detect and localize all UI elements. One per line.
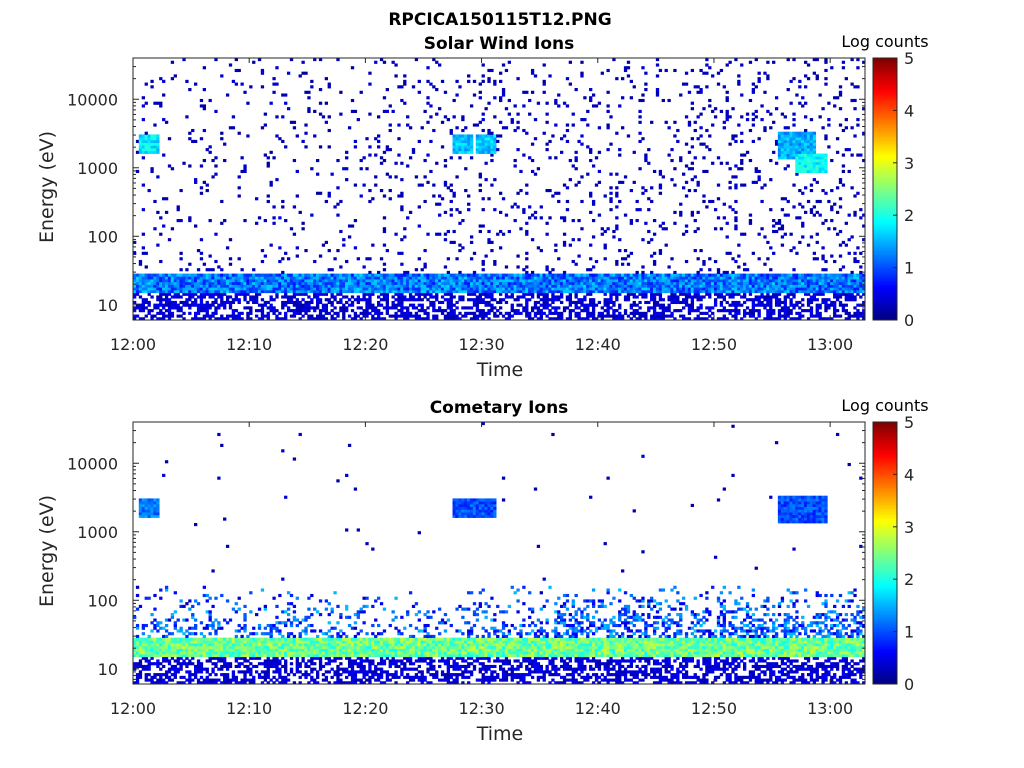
x-tick-label: 12:50 xyxy=(691,335,737,354)
colorbar-tick-label: 0 xyxy=(904,675,914,694)
x-tick-label: 12:30 xyxy=(459,335,505,354)
x-tick-label: 12:20 xyxy=(342,335,388,354)
panel-title: Cometary Ions xyxy=(430,398,569,418)
x-tick-label: 12:20 xyxy=(342,699,388,718)
x-tick-label: 12:40 xyxy=(575,335,621,354)
colorbar-tick-label: 3 xyxy=(904,154,914,173)
x-tick-label: 12:00 xyxy=(110,335,156,354)
y-tick-label: 1000 xyxy=(77,523,118,542)
y-tick-label: 1000 xyxy=(77,159,118,178)
colorbar-label: Log counts xyxy=(841,396,928,415)
x-tick-label: 12:30 xyxy=(459,699,505,718)
axes-frame xyxy=(132,421,866,685)
colorbar-frame xyxy=(872,57,898,321)
x-tick-label: 12:50 xyxy=(691,699,737,718)
y-tick-label: 100 xyxy=(87,227,118,246)
colorbar-tick-label: 4 xyxy=(904,465,914,484)
axes-frame xyxy=(132,57,866,321)
colorbar-tick-label: 1 xyxy=(904,623,914,642)
y-tick-label: 10 xyxy=(98,660,118,679)
colorbar-tick-label: 0 xyxy=(904,311,914,330)
x-axis-label: Time xyxy=(476,723,524,745)
colorbar-tick-label: 2 xyxy=(904,206,914,225)
y-axis-label: Energy (eV) xyxy=(36,495,58,607)
colorbar-tick-label: 4 xyxy=(904,101,914,120)
colorbar-tick-label: 2 xyxy=(904,570,914,589)
y-tick-label: 10 xyxy=(98,296,118,315)
spectrogram-cells xyxy=(133,58,866,321)
x-tick-label: 13:00 xyxy=(807,335,853,354)
panel-solar-wind-ions: Solar Wind Ions 12:00 12:10 12:20 12:30 12:40… xyxy=(36,32,929,381)
x-tick-label: 12:10 xyxy=(226,699,272,718)
x-tick-label: 12:40 xyxy=(575,699,621,718)
colorbar-tick-label: 5 xyxy=(904,413,914,432)
spectrogram-cells xyxy=(133,422,866,685)
y-tick-label: 10000 xyxy=(67,90,118,109)
y-axis-label: Energy (eV) xyxy=(36,131,58,243)
colorbar-tick-label: 1 xyxy=(904,259,914,278)
colorbar-tick-label: 3 xyxy=(904,518,914,537)
y-tick-label: 10000 xyxy=(67,454,118,473)
x-axis-label: Time xyxy=(476,359,524,381)
figure-title: RPCICA150115T12.PNG xyxy=(388,10,611,30)
y-tick-label: 100 xyxy=(87,591,118,610)
x-tick-label: 12:10 xyxy=(226,335,272,354)
colorbar-label: Log counts xyxy=(841,32,928,51)
colorbar-tick-label: 5 xyxy=(904,49,914,68)
x-tick-label: 12:00 xyxy=(110,699,156,718)
colorbar-frame xyxy=(872,421,898,685)
panel-title: Solar Wind Ions xyxy=(424,34,575,54)
x-tick-label: 13:00 xyxy=(807,699,853,718)
